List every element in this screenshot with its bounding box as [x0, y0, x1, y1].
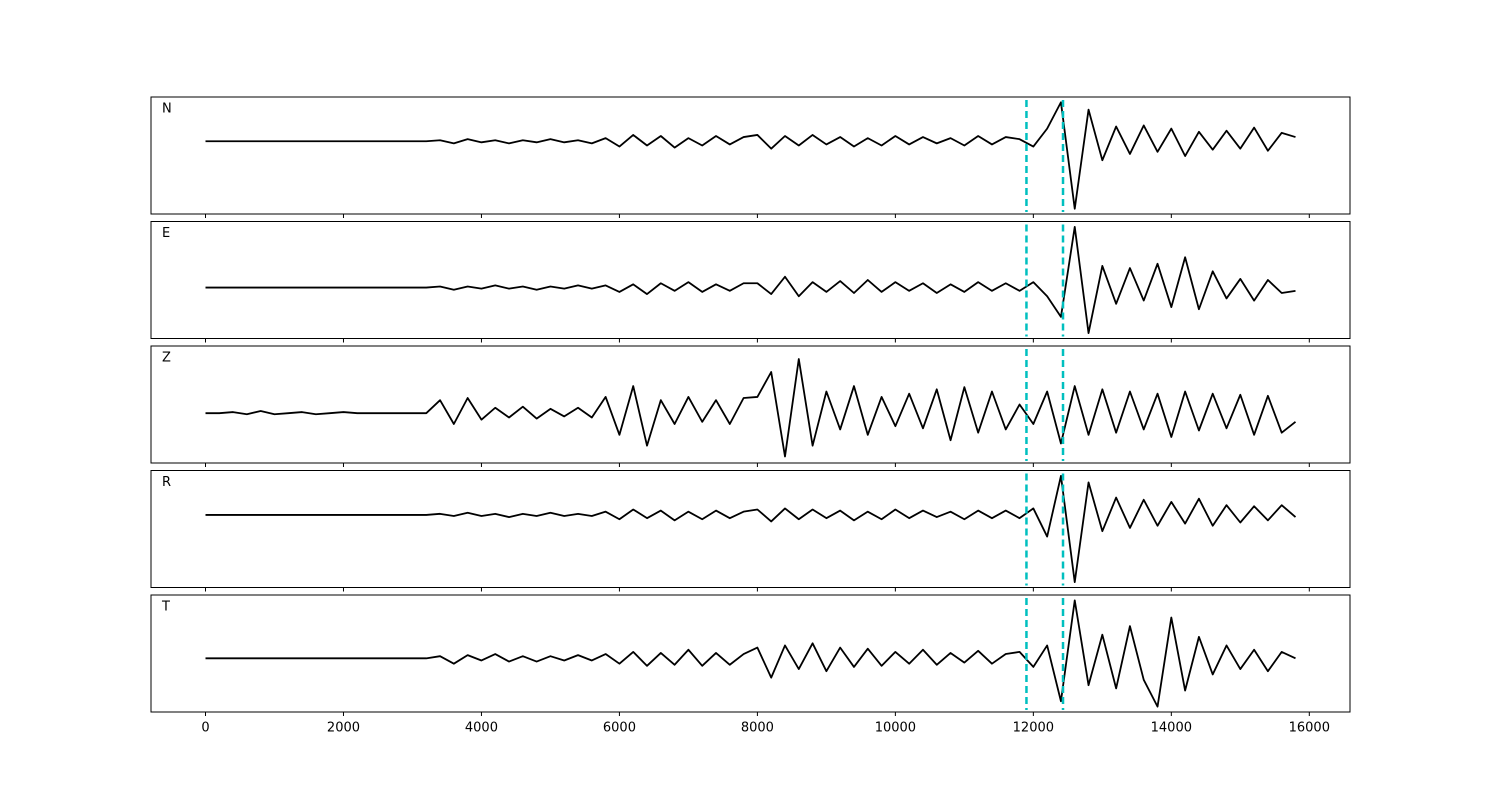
panel-frame [150, 345, 1351, 464]
x-tick-label: 10000 [875, 721, 916, 736]
x-tick-label: 4000 [465, 721, 498, 736]
panel-label: N [162, 102, 172, 117]
x-tick-label: 6000 [603, 721, 636, 736]
panel-frame [150, 221, 1351, 339]
panel-label: R [162, 475, 171, 490]
trace [205, 475, 1297, 583]
trace [205, 101, 1296, 210]
x-tick-label: 0 [201, 721, 209, 736]
panel-frame [150, 96, 1351, 215]
x-tick-label: 8000 [741, 721, 774, 736]
trace [205, 358, 1297, 458]
panel-label: E [162, 226, 170, 241]
trace [205, 226, 1296, 334]
x-tick-label: 16000 [1289, 721, 1330, 736]
x-tick-label: 14000 [1151, 721, 1192, 736]
panel-frame [150, 594, 1351, 713]
panel-frame [150, 470, 1351, 588]
x-tick-label: 12000 [1013, 721, 1054, 736]
x-tick-label: 2000 [327, 721, 360, 736]
trace [205, 599, 1296, 708]
panel-label: T [161, 600, 170, 615]
panel-label: Z [162, 351, 171, 366]
